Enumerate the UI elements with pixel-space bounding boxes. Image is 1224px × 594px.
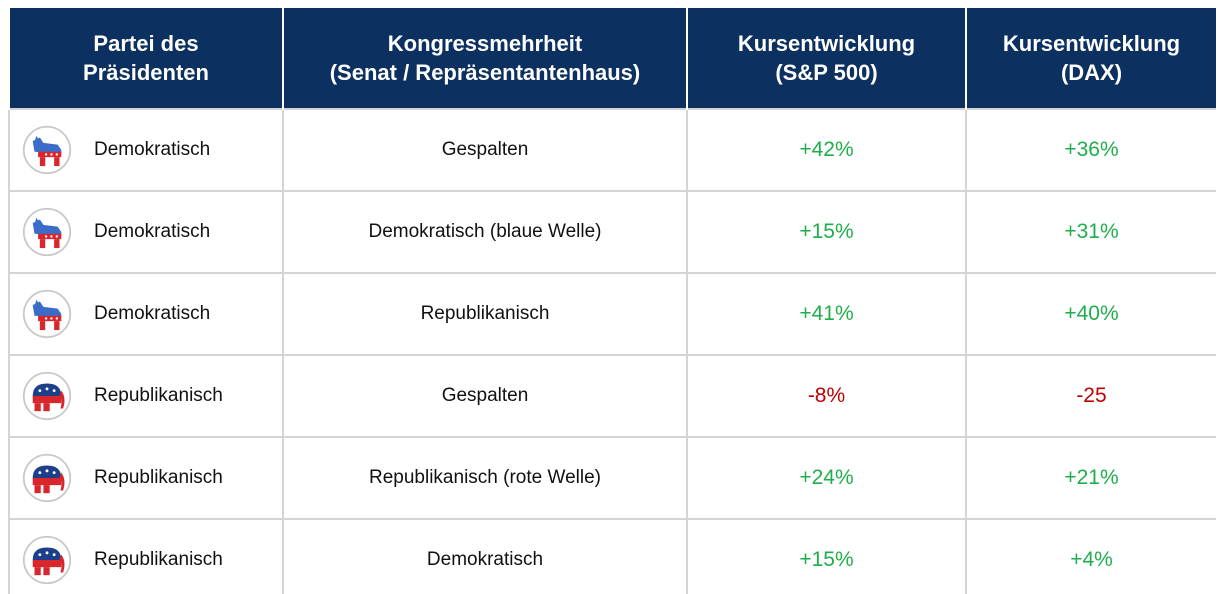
table: Partei des Präsidenten Kongressmehrheit (S…	[8, 8, 1216, 594]
row: Republikanisch Republikanisch (rote Well…	[8, 436, 1216, 520]
header-cell: Kongressmehrheit (Senat / Repräsentantenh…	[282, 8, 688, 109]
row: Demokratisch Republikanisch +41% +40%	[8, 272, 1216, 356]
cell: +21%	[965, 436, 1216, 520]
header-text: (Senat / Repräsentantenhaus)	[329, 60, 641, 85]
cell: +15%	[686, 518, 967, 594]
row: Republikanisch Gespalten -8% -25	[8, 354, 1216, 438]
row: Demokratisch Gespalten +42% +36%	[8, 108, 1216, 192]
cell: +15%	[686, 190, 967, 274]
cell: +4%	[965, 518, 1216, 594]
cell: Gespalten	[282, 354, 688, 438]
header-text: Kongressmehrheit	[387, 31, 583, 56]
header-text: Präsidenten	[83, 60, 209, 85]
cell-text: Republikanisch	[94, 549, 223, 570]
elephant-icon	[22, 535, 72, 585]
cell: +24%	[686, 436, 967, 520]
header-cell: Kursentwicklung (S&P 500)	[686, 8, 967, 109]
cell: Republikanisch	[8, 354, 284, 438]
table-container: Partei des Präsidenten Kongressmehrheit (S…	[8, 8, 1216, 594]
header-cell: Partei des Präsidenten	[8, 8, 284, 109]
row: Republikanisch Demokratisch +15% +4%	[8, 518, 1216, 594]
cell: +31%	[965, 190, 1216, 274]
cell: Republikanisch	[8, 518, 284, 594]
cell: -8%	[686, 354, 967, 438]
cell: Demokratisch	[8, 190, 284, 274]
cell-text: Demokratisch	[94, 139, 211, 160]
header-row: Partei des Präsidenten Kongressmehrheit (S…	[8, 8, 1216, 109]
header-cell: Kursentwicklung (DAX)	[965, 8, 1216, 109]
elephant-icon	[22, 371, 72, 421]
cell: Demokratisch	[8, 108, 284, 192]
cell-text: Republikanisch	[94, 467, 223, 488]
cell: Republikanisch	[8, 436, 284, 520]
cell: +36%	[965, 108, 1216, 192]
cell: Republikanisch	[282, 272, 688, 356]
cell: Demokratisch	[282, 518, 688, 594]
cell-text: Demokratisch	[94, 303, 211, 324]
elephant-icon	[22, 453, 72, 503]
cell-text: Demokratisch	[94, 221, 211, 242]
cell: +42%	[686, 108, 967, 192]
header-text: Kursentwicklung	[1002, 31, 1181, 56]
cell-text: Republikanisch	[94, 385, 223, 406]
cell: Demokratisch (blaue Welle)	[282, 190, 688, 274]
cell: +41%	[686, 272, 967, 356]
donkey-icon	[22, 207, 72, 257]
cell: Gespalten	[282, 108, 688, 192]
row: Demokratisch Demokratisch (blaue Welle) …	[8, 190, 1216, 274]
cell: +40%	[965, 272, 1216, 356]
cell: -25	[965, 354, 1216, 438]
cell: Republikanisch (rote Welle)	[282, 436, 688, 520]
header-text: (S&P 500)	[775, 60, 878, 85]
header-text: Kursentwicklung	[737, 31, 916, 56]
header-text: Partei des	[93, 31, 199, 56]
donkey-icon	[22, 125, 72, 175]
header-text: (DAX)	[1060, 60, 1123, 85]
donkey-icon	[22, 289, 72, 339]
cell: Demokratisch	[8, 272, 284, 356]
